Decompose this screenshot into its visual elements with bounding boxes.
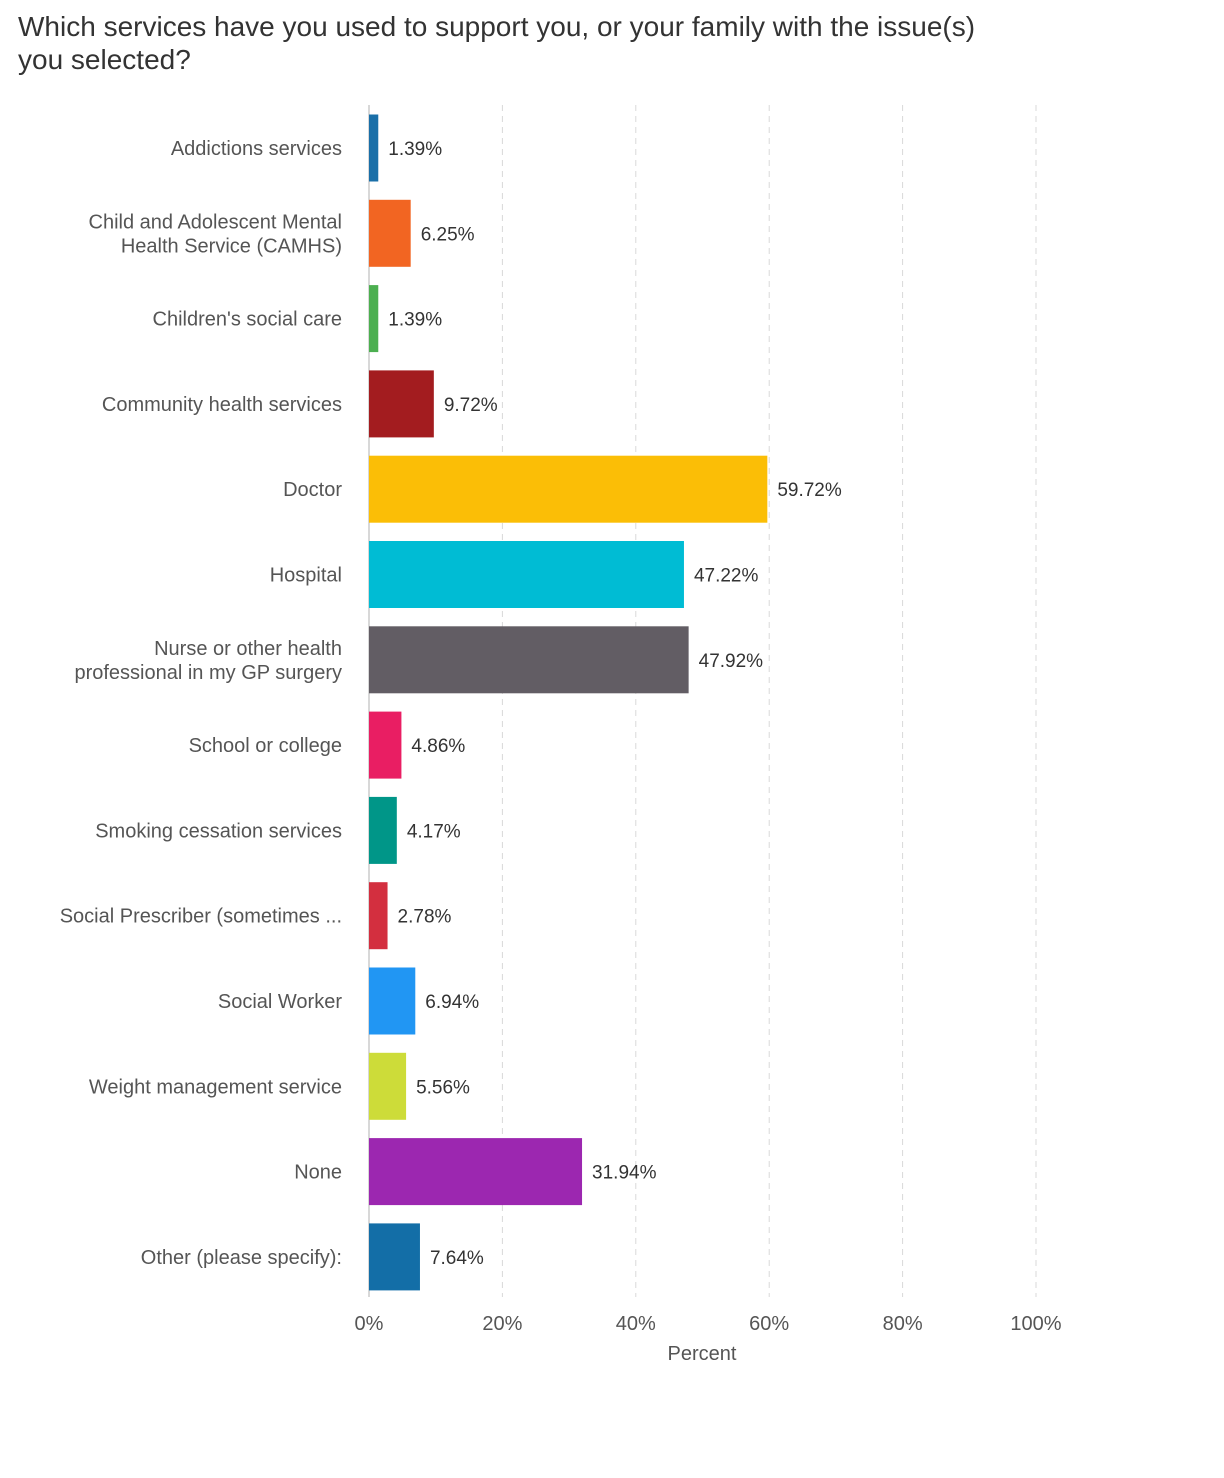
category-label: Nurse or other health professional in my … bbox=[74, 638, 342, 684]
bar bbox=[369, 370, 434, 438]
data-label: 4.17% bbox=[407, 821, 461, 842]
bar bbox=[369, 1138, 583, 1206]
chart-title: Which services have you used to support … bbox=[18, 11, 976, 75]
x-tick-label: 0% bbox=[355, 1313, 384, 1335]
bar bbox=[369, 711, 402, 779]
data-label: 59.72% bbox=[777, 480, 842, 501]
tick-layer: 0% 20% 40% 60% 80% 100% bbox=[355, 1313, 1062, 1335]
data-label: 31.94% bbox=[592, 1163, 657, 1184]
data-label: 7.64% bbox=[430, 1248, 484, 1269]
bar bbox=[369, 455, 768, 523]
data-label: 1.39% bbox=[388, 310, 442, 331]
data-label: 6.25% bbox=[421, 224, 475, 245]
data-label: 1.39% bbox=[388, 139, 442, 160]
bar bbox=[369, 541, 684, 608]
category-label: School or college bbox=[189, 735, 342, 757]
category-label: Children's social care bbox=[153, 309, 342, 331]
category-label: Child and Adolescent Mental Health Servic… bbox=[89, 211, 343, 257]
bar bbox=[369, 626, 689, 694]
category-label: Smoking cessation services bbox=[95, 820, 342, 842]
bar-layer bbox=[369, 114, 768, 1291]
category-label: Social Worker bbox=[218, 991, 342, 1013]
category-label: Addictions services bbox=[171, 138, 342, 160]
data-label: 5.56% bbox=[416, 1077, 470, 1098]
x-axis-title: Percent bbox=[668, 1343, 737, 1365]
grid-layer bbox=[368, 105, 1037, 1297]
category-label: Weight management service bbox=[89, 1076, 342, 1098]
data-label: 47.22% bbox=[694, 566, 759, 587]
category-label: Hospital bbox=[270, 565, 342, 587]
x-tick-label: 80% bbox=[883, 1313, 923, 1335]
data-label: 4.86% bbox=[411, 736, 465, 757]
category-label: Other (please specify): bbox=[141, 1247, 342, 1269]
bar bbox=[369, 796, 397, 864]
data-label: 47.92% bbox=[699, 651, 764, 672]
x-tick-label: 60% bbox=[749, 1313, 789, 1335]
bar bbox=[369, 285, 379, 353]
data-label: 6.94% bbox=[425, 992, 479, 1013]
bar bbox=[369, 114, 379, 182]
x-tick-label: 40% bbox=[616, 1313, 656, 1335]
x-tick-label: 100% bbox=[1010, 1313, 1061, 1335]
data-label: 9.72% bbox=[444, 395, 498, 416]
x-tick-label: 20% bbox=[482, 1313, 522, 1335]
bar bbox=[369, 967, 416, 1035]
data-label: 2.78% bbox=[398, 907, 452, 928]
category-label: Doctor bbox=[283, 479, 342, 501]
category-label: Community health services bbox=[102, 394, 342, 416]
label-layer: 1.39% Addictions services 6.25% Child and A… bbox=[60, 138, 842, 1269]
bar bbox=[369, 1052, 407, 1120]
bar bbox=[369, 1223, 420, 1291]
category-label: None bbox=[294, 1162, 342, 1184]
category-label: Social Prescriber (sometimes ... bbox=[60, 906, 342, 928]
bar bbox=[369, 199, 411, 267]
bar bbox=[369, 882, 388, 950]
